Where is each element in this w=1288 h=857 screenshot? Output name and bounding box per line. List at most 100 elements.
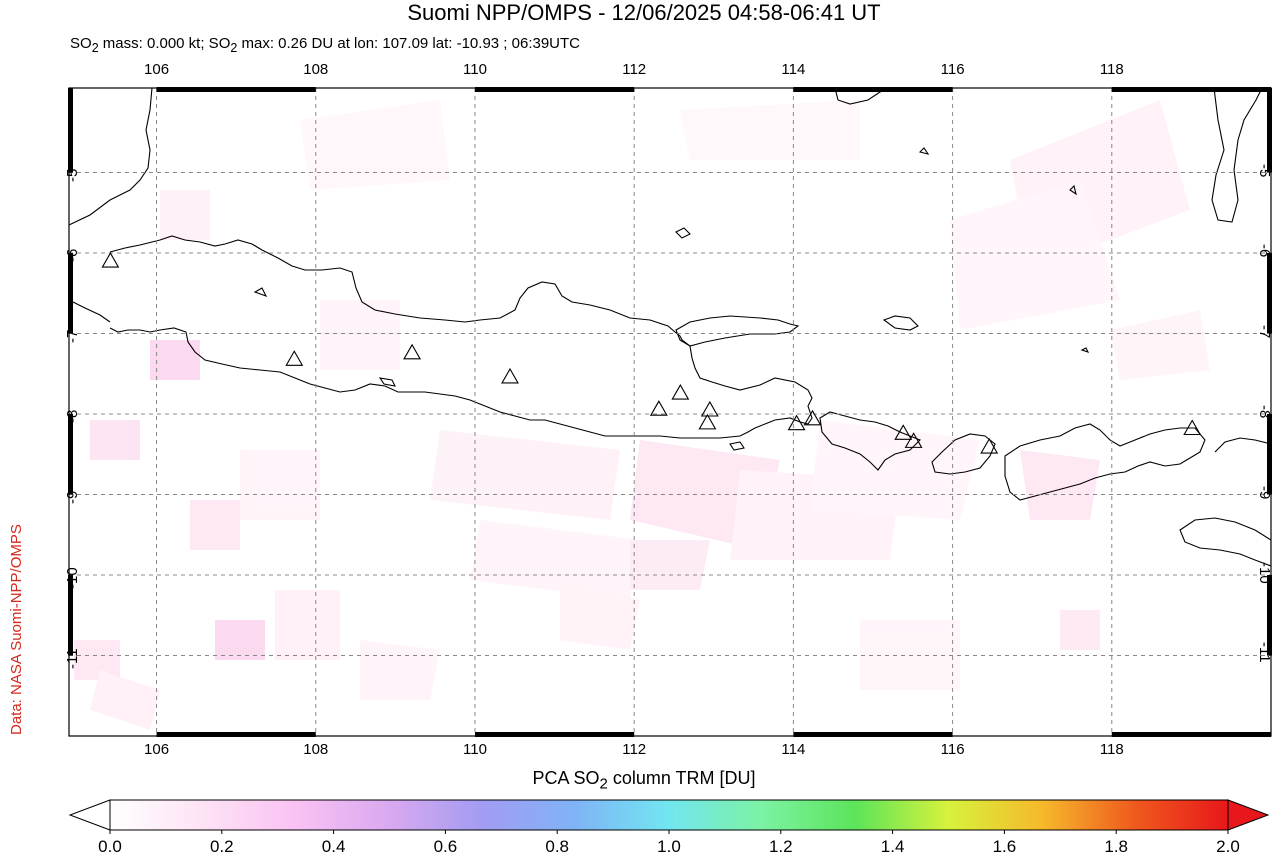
coastline-islet-b [1069,184,1077,196]
map-frame [68,87,1272,737]
coastline-lombok [931,433,996,475]
colorbar-title: PCA SO2 column TRM [DU] [532,768,756,793]
frame-bar-left [68,253,73,334]
coastline-bali [819,411,921,471]
coastline-java [109,235,813,439]
volcano-triangle-icon [101,251,120,268]
lon-tick-label-bottom: 110 [463,741,487,758]
frame-bar-top [156,87,316,92]
coastline-sulawesi [1211,88,1263,223]
lat-tick-text: -8 [1256,405,1273,419]
colorbar-tick-label: 0.8 [545,837,570,856]
coastline-sumba [1179,517,1271,567]
coastline-sumbawa [1004,423,1206,501]
coastline-madura [675,315,800,347]
graticule [69,88,1271,736]
colorbar-tick-label: 2.0 [1216,837,1240,856]
coastline-islet-c [1080,347,1090,353]
lat-tick-text: -9 [1256,485,1273,499]
colorbar-tick-label: 0.0 [98,837,122,856]
lon-tick-label-top: 118 [1099,61,1124,78]
lon-tick-label-top: 110 [463,61,487,78]
lon-tick-label-bottom: 116 [940,741,965,758]
frame-bar-bottom [156,732,316,737]
volcano-triangle-icon [787,414,806,431]
volcano-triangle-icon [403,343,422,360]
map-title: Suomi NPP/OMPS - 12/06/2025 04:58-06:41 … [407,0,881,25]
coastline-islet-d [253,287,268,297]
so2-pixel-layer [74,100,1210,730]
frame-bar-right [1267,414,1272,495]
frame-bar-right [1267,253,1272,334]
lat-tick-text: -8 [64,409,81,423]
frame-bar-left [68,414,73,495]
coastline-sumatra-south [69,299,111,323]
lat-tick-text: -7 [64,329,81,343]
map-border [68,87,1272,737]
lon-tick-label-bottom: 112 [622,741,647,758]
lat-tick-text: -9 [64,490,81,504]
lat-tick-text: -5 [64,168,81,182]
colorbar-tick-label: 0.6 [433,837,458,856]
frame-bar-top [474,87,635,92]
volcano-triangle-icon [980,437,999,454]
volcano-triangle-icon [671,383,690,400]
frame-bar-left [68,575,73,656]
colorbar-tick-label: 0.2 [209,837,234,856]
map-subtitle: SO2 mass: 0.000 kt; SO2 max: 0.26 DU at … [70,35,580,55]
lat-tick-text: -10 [64,566,81,589]
coastline-islet-e [378,377,396,387]
frame-bar-left [68,88,73,173]
so2-map [68,87,1272,737]
frame-bar-bottom [474,732,635,737]
frame-bar-top [1111,87,1271,92]
volcano-triangle-icon [285,350,304,366]
lat-tick-text: -6 [64,248,81,263]
lat-tick-text: -5 [1256,163,1273,177]
lon-tick-label-top: 112 [622,61,647,78]
coastline-layer [69,88,1271,567]
lon-tick-label-top: 114 [781,61,806,78]
lon-tick-label-bottom: 118 [1099,741,1124,758]
lat-tick-text: -10 [1256,561,1273,584]
colorbar-tick-label: 1.8 [1104,837,1129,856]
volcano-triangle-icon [700,400,719,417]
frame-bar-top [793,87,953,92]
lon-tick-label-bottom: 108 [303,741,329,758]
colorbar-tick-label: 1.0 [657,837,681,856]
colorbar-tick-label: 1.4 [880,837,905,856]
colorbar-min-arrow [68,799,111,831]
lat-tick-text: -7 [1256,324,1273,338]
lat-tick-text: -11 [64,648,81,669]
colorbar-gradient [109,799,1229,831]
colorbar-tick-label: 1.6 [992,837,1017,856]
volcano-triangle-icon [803,409,822,426]
lon-tick-label-top: 116 [940,61,965,78]
lon-tick-label-top: 106 [144,61,170,78]
colorbar-tick-label: 0.4 [321,837,346,856]
frame-bar-bottom [793,732,953,737]
frame-bar-bottom [1111,732,1271,737]
coastline-flores [1214,437,1271,453]
volcano-triangle-icon [501,367,519,384]
frame-bar-right [1267,575,1272,656]
lon-tick-label-top: 108 [303,61,329,78]
coastline-islet-f [729,441,745,451]
lat-tick-text: -11 [1256,642,1273,663]
colorbar-tick-label: 1.2 [768,837,793,856]
volcano-layer [101,251,1202,454]
lon-tick-label-bottom: 114 [781,741,806,758]
coastline-sumatra [69,88,153,226]
coastline-islet-a [918,147,930,155]
volcano-triangle-icon [698,413,717,430]
volcano-triangle-icon [649,400,668,416]
colorbar-max-arrow [1227,799,1270,831]
frame-bar-right [1267,88,1272,173]
lat-tick-text: -6 [1256,244,1273,258]
coastline-kangean [882,315,919,331]
volcano-triangle-icon [904,432,923,448]
volcano-triangle-icon [894,424,913,440]
volcano-triangle-icon [1183,419,1202,436]
lon-tick-label-bottom: 106 [144,741,170,758]
coastline-bawean [675,227,691,239]
